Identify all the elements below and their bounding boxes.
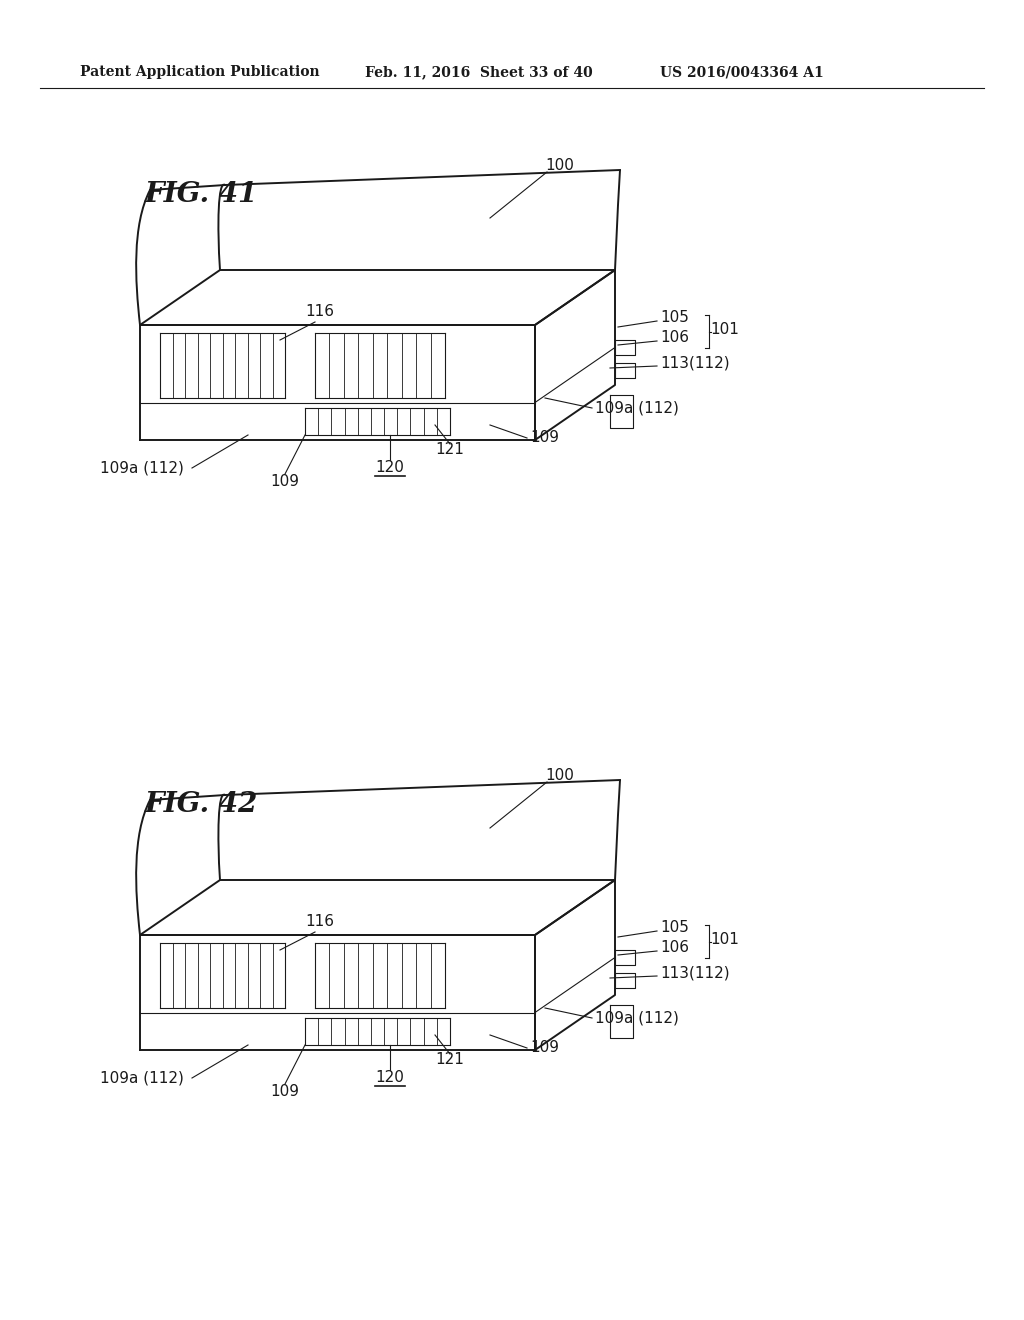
Text: 109: 109 xyxy=(270,1085,299,1100)
Text: 109a (112): 109a (112) xyxy=(100,461,184,475)
Text: 100: 100 xyxy=(545,157,573,173)
Text: 109a (112): 109a (112) xyxy=(595,400,679,416)
Text: Feb. 11, 2016  Sheet 33 of 40: Feb. 11, 2016 Sheet 33 of 40 xyxy=(365,65,593,79)
Text: 109a (112): 109a (112) xyxy=(100,1071,184,1085)
Text: 106: 106 xyxy=(660,940,689,956)
Text: 100: 100 xyxy=(545,767,573,783)
Text: 120: 120 xyxy=(376,1071,404,1085)
Text: 109: 109 xyxy=(530,1040,559,1056)
Text: 113(112): 113(112) xyxy=(660,965,730,981)
Text: 116: 116 xyxy=(305,915,335,929)
Text: FIG. 41: FIG. 41 xyxy=(145,181,258,209)
Text: 105: 105 xyxy=(660,920,689,936)
Text: Patent Application Publication: Patent Application Publication xyxy=(80,65,319,79)
Text: FIG. 42: FIG. 42 xyxy=(145,792,258,818)
Text: 121: 121 xyxy=(435,1052,465,1068)
Text: 101: 101 xyxy=(710,322,739,338)
Text: 105: 105 xyxy=(660,310,689,326)
Text: US 2016/0043364 A1: US 2016/0043364 A1 xyxy=(660,65,823,79)
Text: 106: 106 xyxy=(660,330,689,346)
Text: 109: 109 xyxy=(270,474,299,490)
Text: 109: 109 xyxy=(530,430,559,446)
Text: 113(112): 113(112) xyxy=(660,355,730,371)
Text: 101: 101 xyxy=(710,932,739,948)
Text: 109a (112): 109a (112) xyxy=(595,1011,679,1026)
Text: 120: 120 xyxy=(376,461,404,475)
Text: 121: 121 xyxy=(435,442,465,458)
Text: 116: 116 xyxy=(305,305,335,319)
